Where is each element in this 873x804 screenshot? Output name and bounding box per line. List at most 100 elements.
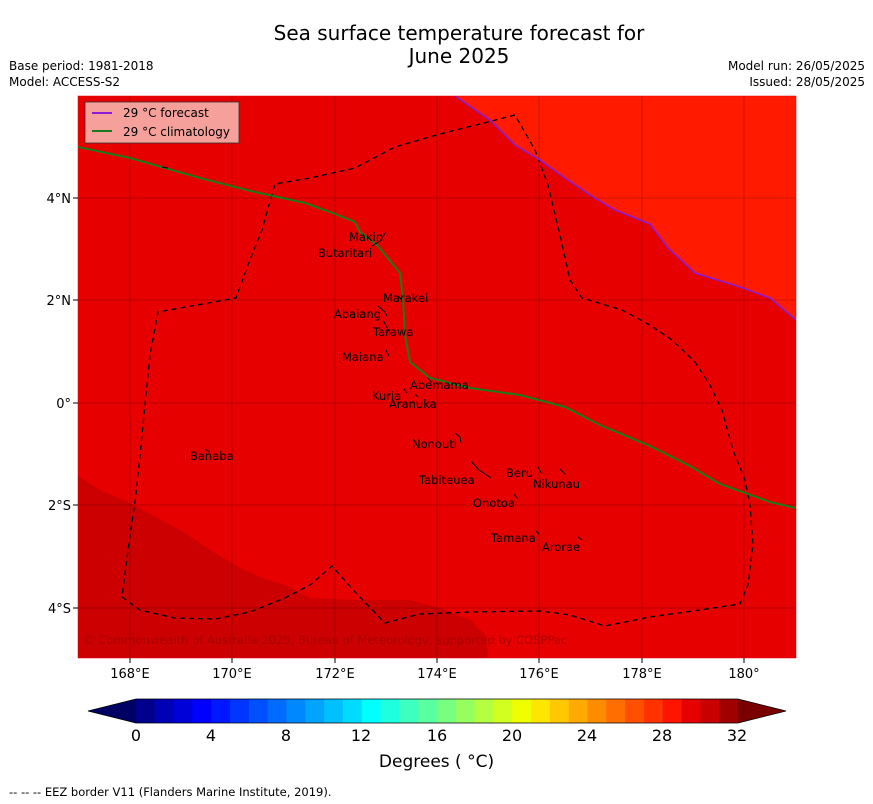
- y-tick-4n: 4°N: [47, 192, 72, 207]
- y-tick-0: 0°: [56, 397, 71, 412]
- legend-climatology-label: 29 °C climatology: [123, 125, 230, 139]
- island-label-onotoa: Onotoa: [473, 496, 515, 510]
- island-outlines: [161, 166, 583, 541]
- island-label-abemama: Abemama: [410, 378, 469, 392]
- colorbar-segment: [267, 699, 287, 723]
- y-tick-4s: 4°S: [48, 602, 71, 617]
- meta-right: Model run: 26/05/2025 Issued: 28/05/2025: [728, 58, 865, 90]
- colorbar-segment: [568, 699, 588, 723]
- island-label-arorae: Arorae: [542, 540, 580, 554]
- island-label-nikunau: Nikunau: [533, 477, 580, 491]
- colorbar-label: Degrees ( °C): [378, 752, 495, 772]
- island-label-banaba: Banaba: [190, 449, 234, 463]
- legend-forecast-label: 29 °C forecast: [123, 106, 209, 120]
- x-tick-178e: 178°E: [622, 667, 662, 682]
- colorbar-segment: [455, 699, 476, 723]
- x-tick-168e: 168°E: [110, 667, 150, 682]
- island-label-kuria: Kuria: [372, 389, 401, 403]
- colorbar-segment: [361, 699, 381, 723]
- title-line-1: Sea surface temperature forecast for: [273, 21, 645, 45]
- island-label-maiana: Maiana: [342, 350, 384, 364]
- colorbar-segment: [286, 699, 306, 723]
- map-area: Makin Butaritari Marakei Abaiang Tarawa …: [78, 96, 796, 658]
- colorbar-segment: [342, 699, 363, 723]
- colorbar-segment: [531, 699, 551, 723]
- title-line-2: June 2025: [408, 44, 510, 68]
- colorbar-segment: [248, 699, 269, 723]
- y-tick-2n: 2°N: [47, 294, 72, 309]
- island-label-tabiteuea: Tabiteuea: [418, 473, 475, 487]
- colorbar-segment: [154, 699, 175, 723]
- y-tick-2s: 2°S: [48, 499, 71, 514]
- colorbar-segment: [399, 699, 419, 723]
- island-label-makin: Makin: [349, 230, 383, 244]
- copyright-notice: © Commonwealth of Australia 2025, Bureau…: [83, 633, 567, 647]
- colorbar-tick-4: 4: [206, 726, 216, 745]
- forecast-isotherm: [454, 96, 796, 321]
- meta-left: Base period: 1981-2018 Model: ACCESS-S2: [9, 58, 154, 90]
- colorbar-tick-28: 28: [652, 726, 672, 745]
- colorbar-tick-24: 24: [577, 726, 597, 745]
- colorbar-segment: [211, 699, 231, 723]
- colorbar-tick-16: 16: [427, 726, 447, 745]
- colorbar-tick-20: 20: [502, 726, 522, 745]
- island-label-nonouti: Nonouti: [412, 437, 457, 451]
- colorbar-segment: [625, 699, 645, 723]
- island-label-tamana: Tamana: [490, 531, 536, 545]
- colorbar-segment: [662, 699, 682, 723]
- colorbar-segment: [136, 699, 156, 723]
- colorbar-segment: [549, 699, 570, 723]
- colorbar-segment: [230, 699, 250, 723]
- colorbar-under-arrow: [88, 699, 136, 723]
- map-legend: 29 °C forecast 29 °C climatology: [84, 101, 240, 144]
- sst-cool-region: [78, 476, 488, 658]
- colorbar-segment: [192, 699, 212, 723]
- colorbar-segment: [324, 699, 344, 723]
- colorbar-segment: [700, 699, 720, 723]
- colorbar-segment: [418, 699, 438, 723]
- island-label-tarawa: Tarawa: [372, 325, 413, 339]
- island-labels: Makin Butaritari Marakei Abaiang Tarawa …: [190, 230, 580, 554]
- colorbar-segment: [587, 699, 607, 723]
- colorbar-segment: [643, 699, 664, 723]
- colorbar-segment: [437, 699, 457, 723]
- colorbar-segment: [305, 699, 325, 723]
- colorbar-over-arrow: [738, 699, 786, 723]
- colorbar-tick-0: 0: [131, 726, 141, 745]
- climatology-isotherm: [78, 146, 796, 509]
- chart-title: Sea surface temperature forecast for Jun…: [0, 22, 873, 68]
- sst-warm-region: [455, 96, 796, 320]
- y-axis: 4°N 2°N 0° 2°S 4°S: [47, 192, 78, 617]
- eez-border: [121, 114, 754, 627]
- island-label-abaiang: Abaiang: [334, 307, 381, 321]
- colorbar: 0 4 8 12 16 20 24 28 32: [87, 698, 787, 745]
- colorbar-tick-32: 32: [727, 726, 747, 745]
- model-run: Model run: 26/05/2025: [727, 59, 865, 73]
- colorbar-segment: [512, 699, 532, 723]
- x-tick-174e: 174°E: [417, 667, 457, 682]
- colorbar-segment: [474, 699, 494, 723]
- island-label-aranuka: Aranuka: [389, 397, 437, 411]
- colorbar-segment: [606, 699, 626, 723]
- colorbar-segment: [681, 699, 701, 723]
- colorbar-tick-8: 8: [281, 726, 291, 745]
- colorbar-tick-12: 12: [351, 726, 371, 745]
- eez-footnote: -- -- -- EEZ border V11 (Flanders Marine…: [9, 785, 332, 799]
- x-tick-170e: 170°E: [212, 667, 252, 682]
- colorbar-segments: [136, 699, 739, 723]
- model-name: Model: ACCESS-S2: [9, 75, 121, 89]
- colorbar-segment: [493, 699, 513, 723]
- island-label-butaritari: Butaritari: [318, 246, 372, 260]
- island-label-beru: Beru: [506, 466, 533, 480]
- x-tick-180: 180°: [728, 667, 759, 682]
- colorbar-ticks: 0 4 8 12 16 20 24 28 32: [131, 726, 747, 745]
- colorbar-segment: [719, 699, 739, 723]
- base-period: Base period: 1981-2018: [9, 59, 154, 73]
- x-tick-172e: 172°E: [315, 667, 355, 682]
- x-axis: 168°E 170°E 172°E 174°E 176°E 178°E 180°: [110, 658, 760, 682]
- gridlines: [78, 96, 796, 658]
- island-label-marakei: Marakei: [383, 291, 428, 305]
- x-tick-176e: 176°E: [519, 667, 559, 682]
- colorbar-segment: [380, 699, 400, 723]
